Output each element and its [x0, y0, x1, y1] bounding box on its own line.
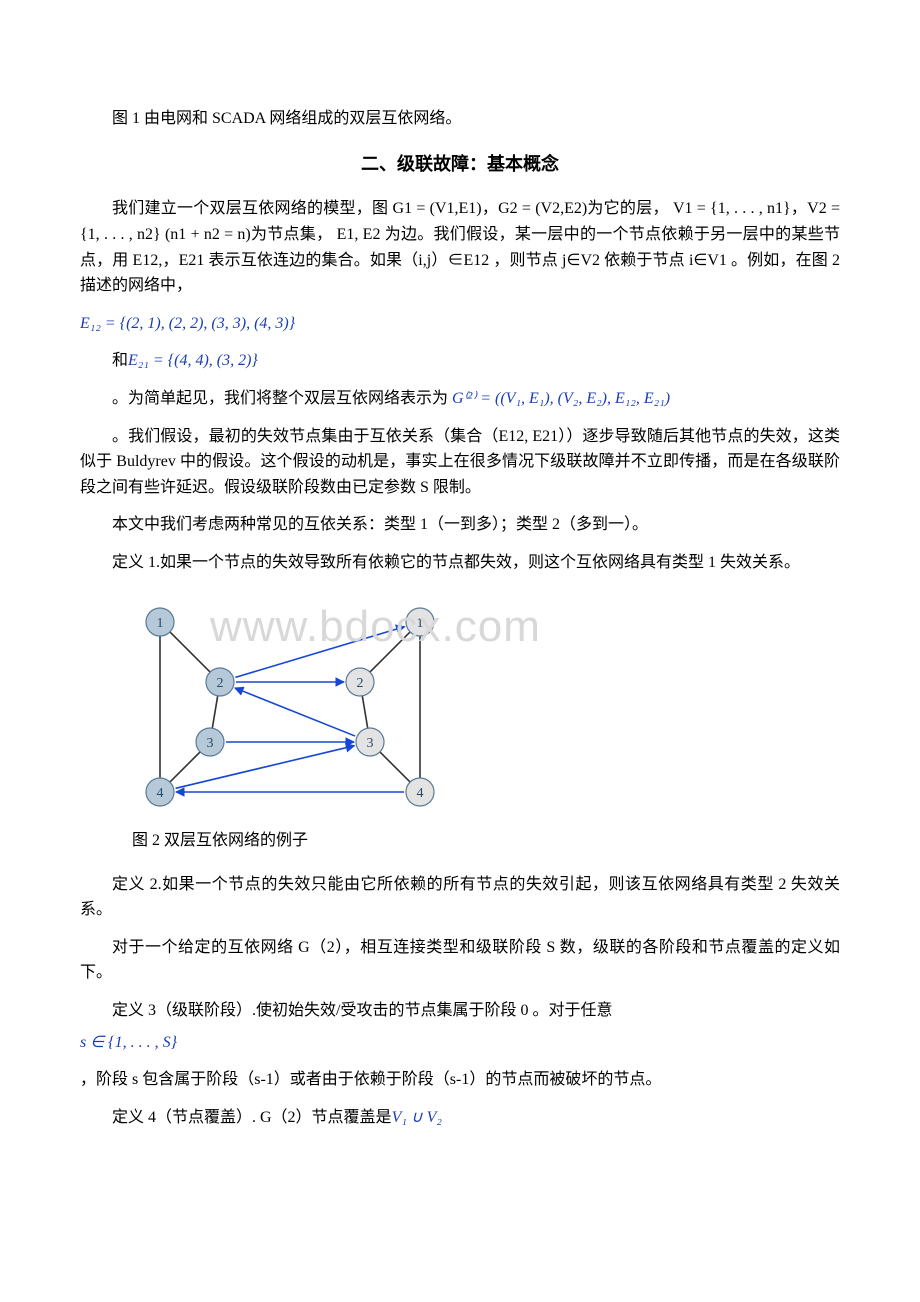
formula-g2: G⁽²⁾ = ((V₁, E₁), (V₂, E₂), E₁₂, E₂₁)	[452, 390, 670, 407]
network-node-label: 3	[207, 736, 214, 751]
paragraph-g2-def: 。为简单起见，我们将整个双层互依网络表示为 G⁽²⁾ = ((V₁, E₁), …	[80, 386, 840, 412]
intra-edge	[212, 695, 217, 727]
network-node-label: 2	[217, 676, 224, 691]
paragraph-def1: 定义 1.如果一个节点的失效导致所有依赖它的节点都失效，则这个互依网络具有类型 …	[80, 550, 840, 576]
document-page: 图 1 由电网和 SCADA 网络组成的双层互依网络。 二、级联故障：基本概念 …	[0, 0, 920, 1202]
paragraph-cascade-assumption: 。我们假设，最初的失效节点集由于互依关系（集合（E12, E21））逐步导致随后…	[80, 424, 840, 501]
formula-e21-body: E₂₁ = {(4, 4), (3, 2)}	[128, 352, 258, 369]
intra-edge	[380, 751, 410, 781]
paragraph-cascade-phase-intro: 对于一个给定的互依网络 G（2），相互连接类型和级联阶段 S 数，级联的各阶段和…	[80, 935, 840, 986]
figure1-caption: 图 1 由电网和 SCADA 网络组成的双层互依网络。	[80, 106, 840, 132]
formula-e21-prefix: 和	[112, 352, 128, 369]
network-node-label: 1	[157, 616, 164, 631]
paragraph-model-intro: 我们建立一个双层互依网络的模型，图 G1 = (V1,E1)，G2 = (V2,…	[80, 196, 840, 298]
network-node-label: 4	[157, 786, 164, 801]
formula-e21: 和E₂₁ = {(4, 4), (3, 2)}	[80, 348, 840, 374]
paragraph-phase-s: ，阶段 s 包含属于阶段（s-1）或者由于依赖于阶段（s-1）的节点而被破坏的节…	[80, 1067, 840, 1093]
paragraph-two-types: 本文中我们考虑两种常见的互依关系：类型 1（一到多）；类型 2（多到一）。	[80, 512, 840, 538]
formula-v1-union-v2: V₁ ∪ V₂	[392, 1109, 442, 1126]
formula-s-set: s ∈ {1, . . . , S}	[80, 1030, 840, 1056]
figure2-caption: 图 2 双层互依网络的例子	[100, 828, 840, 854]
network-node-label: 3	[367, 736, 374, 751]
network-node: 4	[146, 778, 174, 806]
formula-e12: E₁₂ = {(2, 1), (2, 2), (3, 3), (4, 3)}	[80, 311, 840, 337]
paragraph-def2: 定义 2.如果一个节点的失效只能由它所依赖的所有节点的失效引起，则该互依网络具有…	[80, 872, 840, 923]
network-svg: 1 2 3 4 1 2 3 4	[120, 592, 464, 812]
network-node: 3	[196, 728, 224, 756]
paragraph-def4: 定义 4（节点覆盖）. G（2）节点覆盖是V₁ ∪ V₂	[80, 1105, 840, 1131]
def4-text: 定义 4（节点覆盖）. G（2）节点覆盖是	[112, 1109, 392, 1126]
network-node-label: 4	[417, 786, 424, 801]
intra-edge	[170, 631, 210, 671]
inter-edge	[235, 626, 404, 677]
section-title: 二、级联故障：基本概念	[80, 150, 840, 179]
network-node-label: 2	[357, 676, 364, 691]
network-node: 1	[406, 608, 434, 636]
network-node-label: 1	[417, 616, 424, 631]
network-node: 2	[346, 668, 374, 696]
network-node: 4	[406, 778, 434, 806]
diagram-container: www.bdocx.com 12341234	[80, 592, 840, 821]
intra-edge	[370, 631, 410, 671]
paragraph-def3: 定义 3（级联阶段）.使初始失效/受攻击的节点集属于阶段 0 。对于任意	[80, 998, 840, 1024]
intra-edge	[170, 751, 200, 781]
g2-def-prefix: 。为简单起见，我们将整个双层互依网络表示为	[112, 390, 452, 407]
inter-edge	[235, 687, 355, 735]
network-node: 2	[206, 668, 234, 696]
network-node: 1	[146, 608, 174, 636]
network-node: 3	[356, 728, 384, 756]
figure2-diagram: 1 2 3 4 1 2 3 4	[120, 592, 840, 821]
intra-edge	[362, 695, 367, 727]
